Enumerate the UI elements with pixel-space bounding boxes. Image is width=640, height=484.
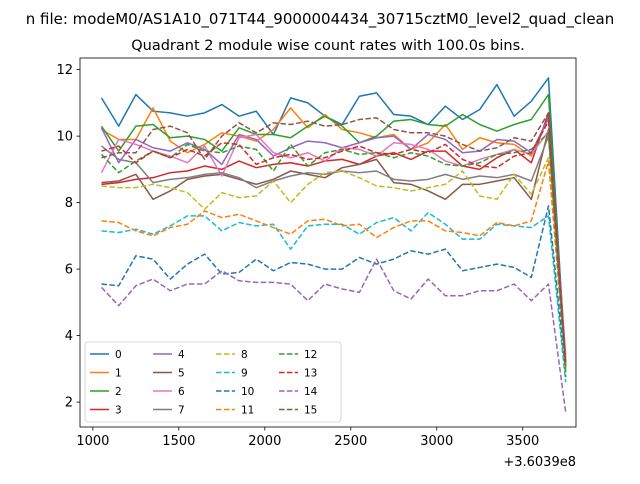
legend-label-1: 1 (115, 368, 122, 380)
x-axis-offset-label: +3.6039e8 (503, 455, 576, 470)
legend-label-9: 9 (241, 368, 248, 380)
series-line-8 (101, 156, 567, 369)
y-tick-label-10: 10 (56, 130, 73, 145)
legend-label-14: 14 (304, 386, 318, 398)
x-tick-label-2000: 2000 (248, 434, 281, 449)
series-line-12 (100, 132, 567, 378)
legend-label-3: 3 (115, 405, 122, 417)
legend-box (84, 341, 342, 423)
x-tick-label-1000: 1000 (76, 434, 109, 449)
legend-label-8: 8 (241, 349, 248, 361)
legend-label-13: 13 (304, 368, 317, 380)
series-line-7 (101, 135, 567, 369)
y-tick-label-12: 12 (56, 63, 73, 78)
series-line-5 (101, 128, 567, 363)
x-tick-label-1500: 1500 (162, 434, 195, 449)
y-tick-label-2: 2 (65, 396, 73, 411)
legend-label-10: 10 (241, 386, 254, 398)
legend-label-12: 12 (304, 349, 317, 361)
series-line-9 (101, 211, 567, 383)
legend-label-4: 4 (178, 349, 185, 361)
series-line-13 (101, 120, 567, 366)
figure-suptitle: n file: modeM0/AS1A10_071T44_9000004434_… (26, 10, 615, 29)
series-line-11 (101, 160, 567, 369)
x-tick-label-3000: 3000 (420, 434, 453, 449)
series-line-14 (100, 258, 567, 413)
chart-title: Quadrant 2 module wise count rates with … (131, 38, 525, 54)
series-line-4 (100, 117, 567, 356)
legend-label-2: 2 (115, 386, 122, 398)
legend-label-15: 15 (304, 405, 317, 417)
y-tick-label-4: 4 (65, 329, 73, 344)
series-line-6 (100, 130, 567, 359)
series-line-3 (101, 112, 567, 369)
x-tick-label-3500: 3500 (506, 434, 539, 449)
series-line-15 (101, 112, 567, 363)
series-line-10 (101, 205, 567, 373)
series-line-2 (100, 93, 567, 366)
axes-frame (79, 57, 577, 428)
x-tick-label-2500: 2500 (334, 434, 367, 449)
plot-area (100, 77, 567, 413)
legend-label-5: 5 (178, 368, 185, 380)
legend-label-0: 0 (115, 349, 122, 361)
legend-label-11: 11 (241, 405, 254, 417)
legend-label-6: 6 (178, 386, 185, 398)
y-tick-label-6: 6 (65, 263, 73, 278)
legend-label-7: 7 (178, 405, 185, 417)
y-tick-label-8: 8 (65, 196, 73, 211)
